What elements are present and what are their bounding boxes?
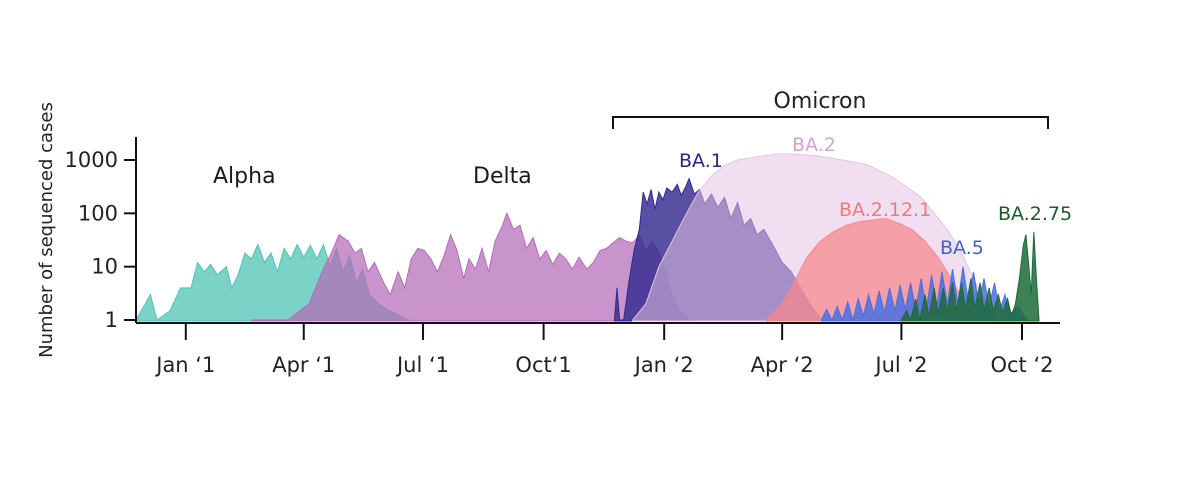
x-tick-label: Apr ‘2 — [751, 353, 814, 377]
y-tick-label: 1000 — [65, 148, 118, 172]
x-tick-label: Jul ‘1 — [395, 353, 449, 377]
axes — [135, 137, 1060, 324]
y-tick-label: 1 — [105, 308, 118, 332]
ba1-label: BA.1 — [679, 150, 723, 172]
x-ticks: Jan ‘1 Apr ‘1 Jul ‘1 Oct‘1 Jan ‘2 Apr ‘2 Jul ‘… — [154, 323, 1054, 377]
x-tick-label: Jan ‘2 — [633, 353, 694, 377]
y-tick-label: 10 — [91, 255, 118, 279]
x-tick-label: Jul ‘2 — [873, 353, 927, 377]
omicron-label: Omicron — [774, 89, 867, 114]
series-area-delta — [250, 211, 690, 322]
x-tick-label: Jan ‘1 — [154, 353, 215, 377]
y-axis-label: Number of sequenced cases — [36, 102, 57, 358]
ba5-label: BA.5 — [940, 237, 984, 259]
x-tick-label: Oct‘1 — [515, 353, 571, 377]
ba2-label: BA.2 — [792, 134, 836, 156]
y-ticks: 1 10 100 1000 — [65, 148, 136, 332]
ba2121-label: BA.2.12.1 — [839, 199, 931, 221]
series-area-ba-2-75 — [900, 231, 1040, 322]
series-areas — [135, 153, 1040, 322]
ba275-label: BA.2.75 — [998, 203, 1072, 225]
x-tick-label: Apr ‘1 — [272, 353, 335, 377]
alpha-label: Alpha — [213, 164, 276, 189]
delta-label: Delta — [473, 164, 532, 189]
x-tick-label: Oct ‘2 — [990, 353, 1053, 377]
omicron-bracket: Omicron — [612, 89, 1049, 129]
y-tick-label: 100 — [78, 201, 118, 225]
